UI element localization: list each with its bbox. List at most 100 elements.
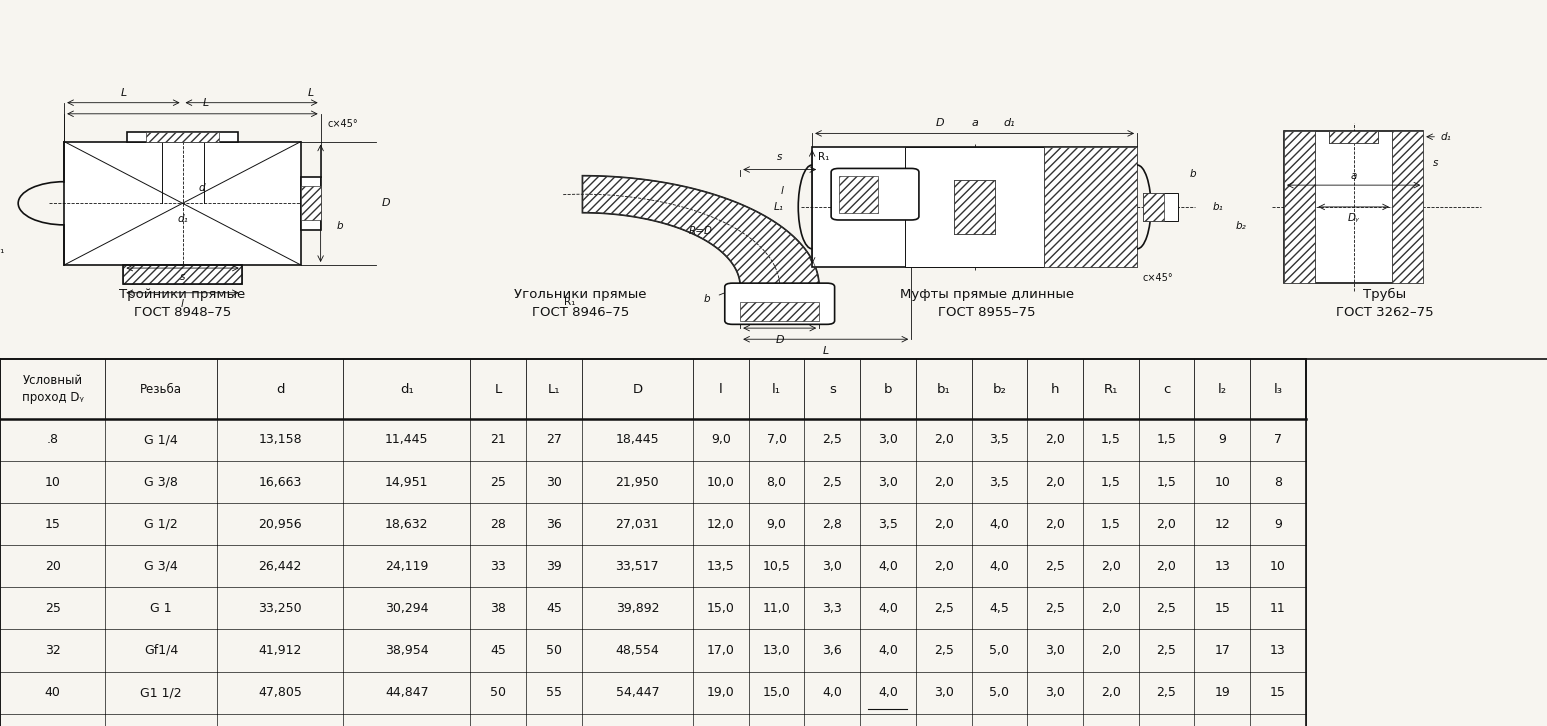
Text: 20,956: 20,956	[258, 518, 302, 531]
Text: l₂: l₂	[1217, 383, 1227, 396]
Text: 39: 39	[546, 560, 562, 573]
Text: 3,0: 3,0	[1046, 686, 1064, 699]
Text: .8: .8	[46, 433, 59, 446]
Text: 13,0: 13,0	[763, 644, 791, 657]
Text: 39,892: 39,892	[616, 602, 659, 615]
Text: d₁: d₁	[178, 213, 187, 224]
Text: 25: 25	[490, 476, 506, 489]
Text: G 1/4: G 1/4	[144, 433, 178, 446]
Text: d₁: d₁	[401, 383, 413, 396]
Text: L: L	[869, 189, 874, 199]
Text: 18,632: 18,632	[385, 518, 429, 531]
Text: h: h	[1050, 383, 1060, 396]
Text: b₁: b₁	[937, 383, 950, 396]
Text: 16,663: 16,663	[258, 476, 302, 489]
Text: 45: 45	[546, 602, 562, 615]
Text: 2,0: 2,0	[1101, 686, 1120, 699]
Text: 2,5: 2,5	[823, 433, 842, 446]
Text: 20: 20	[45, 560, 60, 573]
Text: c: c	[1163, 383, 1170, 396]
Text: l₁: l₁	[772, 383, 781, 396]
Text: b₁: b₁	[1213, 202, 1224, 212]
PathPatch shape	[582, 176, 820, 287]
Text: d₁: d₁	[1004, 118, 1015, 128]
Text: L₁: L₁	[774, 202, 783, 212]
Bar	[739, 302, 820, 321]
Text: 4,0: 4,0	[879, 644, 897, 657]
Text: R₁: R₁	[818, 152, 829, 163]
Text: 2,5: 2,5	[934, 644, 953, 657]
Text: R=D: R=D	[688, 227, 713, 236]
Text: G 1/2: G 1/2	[144, 518, 178, 531]
Text: 3,5: 3,5	[879, 518, 897, 531]
Bar	[1143, 193, 1177, 221]
Text: 9: 9	[1273, 518, 1282, 531]
Text: 3,3: 3,3	[823, 602, 842, 615]
Text: 2,0: 2,0	[934, 518, 953, 531]
Text: c×45°: c×45°	[1143, 274, 1174, 283]
Text: 1,5: 1,5	[1101, 518, 1120, 531]
Text: 2,5: 2,5	[934, 602, 953, 615]
Text: 3,6: 3,6	[823, 644, 842, 657]
Text: 30: 30	[546, 476, 562, 489]
Bar	[1329, 131, 1378, 143]
Text: b: b	[1190, 169, 1196, 179]
Text: D: D	[633, 383, 642, 396]
Text: 13,158: 13,158	[258, 433, 302, 446]
Text: 36: 36	[546, 518, 562, 531]
Text: 9: 9	[1217, 433, 1227, 446]
Text: 15: 15	[1270, 686, 1286, 699]
Text: 8: 8	[1273, 476, 1282, 489]
Text: 54,447: 54,447	[616, 686, 659, 699]
Text: 15: 15	[45, 518, 60, 531]
Text: 4,0: 4,0	[823, 686, 842, 699]
Bar	[63, 142, 300, 265]
Text: 3,0: 3,0	[934, 686, 953, 699]
Text: 28: 28	[490, 518, 506, 531]
Bar	[954, 180, 995, 234]
Text: 19,0: 19,0	[707, 686, 735, 699]
Text: 7: 7	[1273, 433, 1282, 446]
Text: 14,951: 14,951	[385, 476, 429, 489]
Bar	[300, 187, 320, 220]
Text: 15,0: 15,0	[763, 686, 791, 699]
Text: 3,0: 3,0	[879, 433, 897, 446]
Text: Резьба: Резьба	[139, 383, 183, 396]
Text: R₁: R₁	[0, 245, 5, 255]
Text: 12: 12	[1214, 518, 1230, 531]
Text: 10: 10	[45, 476, 60, 489]
Bar	[1392, 131, 1423, 283]
Text: 3,0: 3,0	[1046, 644, 1064, 657]
Text: l: l	[719, 383, 722, 396]
Text: 2,0: 2,0	[1046, 518, 1064, 531]
Text: l: l	[780, 186, 783, 195]
Bar	[124, 265, 241, 283]
Text: 2,5: 2,5	[1157, 602, 1176, 615]
Text: 4,0: 4,0	[879, 560, 897, 573]
Text: 2,0: 2,0	[1101, 602, 1120, 615]
Text: 40: 40	[45, 686, 60, 699]
Bar	[1284, 131, 1315, 283]
Text: 41,912: 41,912	[258, 644, 302, 657]
Text: G 3/8: G 3/8	[144, 476, 178, 489]
Text: 15,0: 15,0	[707, 602, 735, 615]
Text: 11,0: 11,0	[763, 602, 791, 615]
Text: L: L	[823, 346, 829, 356]
Text: 33,250: 33,250	[258, 602, 302, 615]
Text: a: a	[1351, 171, 1357, 181]
Text: b₂: b₂	[1236, 221, 1247, 231]
Text: s: s	[179, 272, 186, 282]
Bar	[124, 265, 241, 283]
Text: Угольники прямые
ГОСТ 8946–75: Угольники прямые ГОСТ 8946–75	[514, 288, 647, 319]
Text: l₃: l₃	[1273, 383, 1282, 396]
Text: b: b	[336, 221, 343, 232]
Text: l: l	[181, 298, 184, 309]
Text: D: D	[936, 118, 944, 128]
Text: 2,0: 2,0	[934, 476, 953, 489]
Text: 15: 15	[1214, 602, 1230, 615]
Text: b: b	[704, 294, 710, 304]
Text: 50: 50	[490, 686, 506, 699]
Bar	[147, 132, 218, 142]
Text: 8,0: 8,0	[767, 476, 786, 489]
Text: 45: 45	[490, 644, 506, 657]
